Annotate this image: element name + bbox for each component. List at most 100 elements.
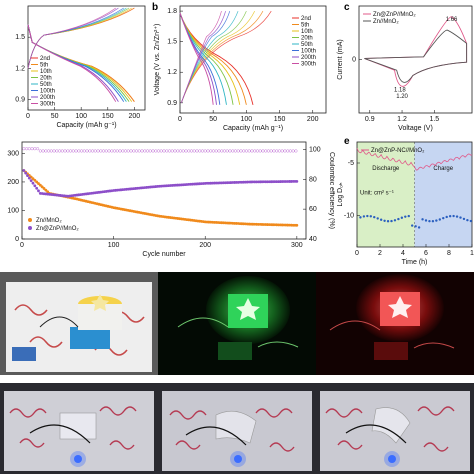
panel-d-capacity-marker-znp (22, 169, 26, 172)
panel-b-y-axis-label: Voltage (V vs. Zn/Zn²⁺) (154, 24, 161, 96)
panel-d-capacity-marker-znp (27, 176, 31, 180)
photo-device-lamp-off (0, 272, 158, 375)
panel-d-capacity-marker-znp (31, 181, 35, 185)
panel-e-x-tick-label: 2 (378, 250, 382, 257)
panel-d-x-tick-label: 100 (108, 242, 120, 249)
panel-d-capacity-marker-znp (37, 189, 40, 193)
panel-d-efficiency-marker (192, 149, 196, 153)
panel-d-efficiency-marker (52, 149, 56, 153)
panel-d-efficiency-marker (195, 149, 199, 153)
panel-b-charge-curve (180, 10, 264, 103)
panel-b-charge-curve (180, 10, 247, 103)
panel-d-efficiency-marker (211, 149, 216, 153)
panel-d-efficiency-marker (233, 149, 238, 153)
panel-d-efficiency-marker (220, 149, 224, 153)
panel-d-efficiency-marker (200, 149, 205, 153)
panel-e-diffusion-point (369, 215, 372, 218)
panel-d-efficiency-marker (115, 149, 119, 153)
panel-c-peak-annotation: 1.20 (396, 94, 408, 100)
panel-d-capacity-marker-zn (46, 190, 50, 194)
panel-a-legend-label: 10th (40, 69, 52, 75)
panel-e-diffusion-point (379, 218, 383, 221)
panel-d-efficiency-marker (258, 149, 262, 153)
panel-d-efficiency-marker (225, 149, 229, 153)
panel-e-unit-note: Unit: cm² s⁻¹ (360, 191, 394, 197)
panel-d-capacity-marker-zn (42, 187, 46, 190)
panel-e-diffusion-point (393, 219, 397, 222)
panel-d-efficiency-marker (231, 149, 235, 153)
panel-a-y-tick-label: 0.9 (15, 97, 25, 104)
panel-e-discharge-label: Discharge (372, 166, 400, 172)
panel-e-diffusion-point (445, 215, 448, 219)
panel-d-efficiency-marker (79, 149, 84, 153)
panel-b-legend-label: 300th (301, 62, 316, 68)
panel-d-efficiency-marker (255, 149, 259, 153)
panel-b-svg: 0 50 100 150 200 1.8 1.5 1.2 0.9 Capacity (mAh g⁻… (154, 5, 327, 132)
panel-d-efficiency-marker (27, 147, 31, 151)
panel-a-charge-curve (27, 7, 116, 69)
panel-d-efficiency-marker (55, 149, 59, 153)
panel-d-efficiency-marker (69, 149, 73, 153)
photo-flexible-device-1-image (0, 383, 158, 474)
panel-d-capacity-marker-znp (33, 184, 37, 188)
panel-b-discharge-curve (179, 12, 241, 105)
panel-a-x-axis-label: Capacity (mAh g⁻¹) (56, 122, 116, 129)
panel-d-legend-label: Zn//MnO₂ (36, 218, 62, 224)
photo-device-red-lamp-image (316, 272, 474, 375)
panel-d-efficiency-marker (198, 149, 202, 153)
panel-d-efficiency-marker (140, 149, 144, 153)
panel-a-svg: 0 50 100 150 200 1.5 1.2 0.9 Capacity (mAh g⁻¹) 2… (15, 5, 146, 129)
panel-d-efficiency-marker (36, 147, 40, 151)
panel-d-efficiency-marker (286, 149, 290, 153)
panel-c-cv-loop-zn (364, 29, 468, 83)
panel-e-diffusion-point (431, 220, 435, 223)
panel-d-efficiency-marker (159, 149, 163, 153)
panel-label-b: b (152, 2, 159, 13)
panel-d-efficiency-marker (239, 149, 243, 153)
panel-b-x-axis-label: Capacity (mAh g⁻¹) (223, 125, 283, 132)
panel-d-efficiency-marker (288, 149, 292, 153)
panel-e-discharge-region (357, 142, 415, 247)
panel-d-efficiency-marker (121, 149, 125, 153)
panel-d-capacity-marker-zn (295, 223, 299, 227)
panel-d-efficiency-marker (74, 149, 78, 153)
panel-e-axes-frame (356, 141, 473, 248)
panel-a-legend-label: 50th (40, 82, 52, 88)
panel-e-y-axis-label: Log Dₒₕ (337, 182, 344, 206)
panel-d-efficiency-marker (47, 149, 51, 153)
panel-d-efficiency-marker (151, 149, 155, 153)
panel-d-efficiency-marker (162, 149, 166, 153)
panel-d-efficiency-marker (266, 149, 270, 153)
panel-d-efficiency-marker (176, 149, 180, 153)
panel-d-efficiency-marker (77, 149, 81, 153)
panel-d-efficiency-marker (291, 149, 295, 153)
panel-e-x-tick-label: 4 (401, 250, 405, 257)
panel-b-x-tick-label: 150 (274, 116, 286, 123)
panel-b-discharge-curve (179, 12, 254, 105)
panel-d-efficiency-marker (228, 149, 232, 153)
panel-a-y-tick-label: 1.5 (15, 34, 25, 41)
panel-d-axes-frame (21, 141, 307, 240)
panel-a-x-tick-label: 0 (26, 113, 30, 120)
panel-b-x-tick-label: 200 (307, 116, 319, 123)
panel-e-x-tick-label: 8 (447, 250, 451, 257)
panel-e-diffusion-point (362, 215, 366, 218)
panel-d-efficiency-marker (253, 149, 257, 153)
panel-d-efficiency-marker (173, 149, 177, 153)
panel-c-x-axis-label: Voltage (V) (398, 125, 433, 132)
panel-d-efficiency-marker (118, 149, 122, 153)
panel-d-efficiency-marker (132, 149, 136, 153)
panel-d-efficiency-marker (277, 149, 281, 153)
panel-d-y-tick-label: 100 (7, 207, 19, 214)
panel-c-peak-annotation: 1.66 (446, 17, 458, 23)
panel-a-y-tick-label: 1.2 (15, 65, 25, 72)
panel-b-y-tick-label: 0.9 (167, 100, 177, 107)
panel-a-legend-label: 100th (40, 89, 55, 95)
panel-d-efficiency-marker (222, 149, 227, 153)
panel-e-y-tick-label: -10 (344, 213, 354, 220)
panel-c-x-tick-label: 1.5 (429, 116, 439, 123)
photo-device-red-lamp (316, 272, 474, 375)
photo-flexible-device-2-image (158, 383, 316, 474)
panel-d-efficiency-marker (129, 149, 133, 153)
panel-b-charge-curve (180, 10, 272, 103)
